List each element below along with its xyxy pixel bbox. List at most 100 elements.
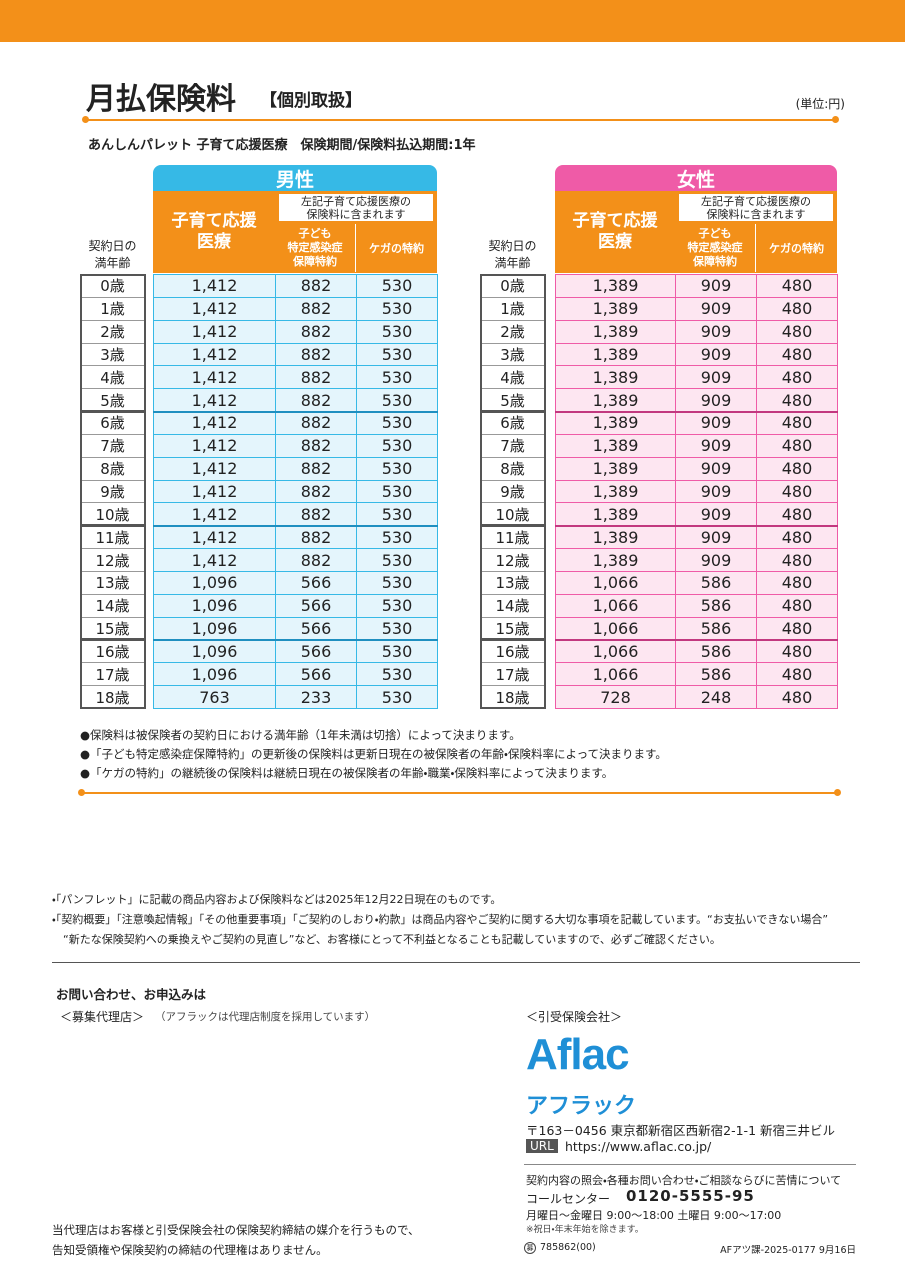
note: ●「子ども特定感染症保障特約」の更新後の保険料は更新日現在の被保険者の年齢・保険… [80,747,667,761]
premium-cell: 1,096 [153,616,276,641]
premium-cell: 1,389 [555,433,676,458]
url-label: URL [526,1139,558,1153]
age-cell: 14歳 [480,593,545,618]
premium-cell: 530 [356,365,438,390]
premium-cell: 909 [675,479,757,504]
header-line: 左記子育て応援医療の [301,194,411,208]
header-line: 子ども [698,227,732,240]
age-cell: 13歳 [80,570,145,595]
age-cell: 11歳 [80,525,145,550]
premium-cell: 909 [675,433,757,458]
group-line [153,639,438,642]
agency-label: ＜募集代理店＞ [60,1010,145,1024]
premium-cell: 1,389 [555,388,676,413]
header-line: 特定感染症 [287,241,343,254]
premium-cell: 909 [675,388,757,413]
premium-cell: 882 [275,319,357,344]
age-group [80,639,146,709]
age-cell: 2歳 [480,319,545,344]
premium-cell: 882 [275,456,357,481]
age-group [80,274,146,413]
premium-cell: 909 [675,411,757,435]
premium-cell: 530 [356,456,438,481]
premium-cell: 480 [756,502,838,527]
rule-dot [78,789,85,796]
premium-cell: 480 [756,433,838,458]
premium-cell: 480 [756,456,838,481]
divider [524,1164,856,1165]
top-band [0,0,905,42]
premium-cell: 1,389 [555,548,676,572]
premium-cell: 909 [675,296,757,321]
url[interactable]: https://www.aflac.co.jp/ [565,1139,712,1154]
rule-dot [832,116,839,123]
premium-cell: 530 [356,319,438,344]
premium-cell: 1,412 [153,525,276,550]
premium-cell: 480 [756,662,838,687]
col-group: 左記子育て応援医療の 保険料に含まれます [279,194,433,221]
logo-kana: アフラック [526,1094,637,1119]
age-group [480,411,546,527]
premium-cell: 530 [356,593,438,618]
premium-cell: 882 [275,296,357,321]
premium-cell: 882 [275,411,357,435]
premium-cell: 586 [675,616,757,641]
agency-disclaimer-line: 告知受領権や保険契約の締結の代理権はありません。 [52,1243,328,1257]
phone[interactable]: 0120-5555-95 [626,1187,755,1205]
col-sub: ケガの特約 [369,242,424,255]
premium-cell: 586 [675,593,757,618]
premium-cell: 586 [675,662,757,687]
age-cell: 16歳 [480,639,545,664]
age-cell: 10歳 [80,502,145,527]
premium-cell: 882 [275,548,357,572]
hours: 月曜日～金曜日 9:00～18:00 土曜日 9:00～17:00 [526,1209,782,1222]
agency-note: （アフラックは代理店制度を採用しています） [155,1011,376,1023]
age-group [80,525,146,641]
premium-cell: 530 [356,570,438,595]
header-line: 保障特約 [693,255,737,268]
premium-cell: 909 [675,502,757,527]
premium-cell: 480 [756,479,838,504]
premium-cell: 566 [275,570,357,595]
premium-cell: 882 [275,479,357,504]
premium-cell: 530 [356,411,438,435]
premium-cell: 480 [756,274,838,298]
col-sub: 子ども 特定感染症 保障特約 [675,224,756,272]
doc-id: AFアツ課-2025-0177 9月16日 [720,1245,856,1256]
agency-disclaimer: 当代理店はお客様と引受保険会社の保険契約締結の媒介を行うもので、 告知受領権や保… [52,1220,420,1260]
age-group [480,525,546,641]
premium-cell: 1,389 [555,342,676,367]
address: 〒163－0456 東京都新宿区西新宿2-1-1 新宿三井ビル [526,1123,835,1138]
disclaimer: “新たな保険契約への乗換えやご契約の見直し”など、お客様にとって不利益となること… [52,933,721,946]
code-mark: 募 [524,1242,536,1254]
premium-cell: 480 [756,616,838,641]
premium-cell: 1,412 [153,388,276,413]
premium-cell: 480 [756,411,838,435]
header-line: 保険料に含まれます [306,207,406,221]
premium-cell: 909 [675,456,757,481]
premium-cell: 1,412 [153,502,276,527]
header-line: 子育て応援 [572,211,658,231]
age-cell: 1歳 [480,296,545,321]
age-cell: 5歳 [480,388,545,413]
disclaimer: ・「契約概要」「注意喚起情報」「その他重要事項」「ご契約のしおり・約款」は商品内… [52,913,829,926]
group-line [153,525,438,528]
premium-cell: 480 [756,548,838,572]
premium-cell: 728 [555,685,676,709]
group-line [555,639,838,642]
premium-cell: 530 [356,479,438,504]
premium-cell: 480 [756,639,838,664]
premium-cell: 480 [756,593,838,618]
header-line: 特定感染症 [687,241,743,254]
group-line [153,411,438,414]
premium-cell: 1,389 [555,525,676,550]
rule [82,792,838,794]
premium-cell: 530 [356,274,438,298]
premium-cell: 1,389 [555,319,676,344]
code: 785862(00) [540,1242,596,1253]
header-line: 満年齢 [94,256,131,270]
premium-cell: 1,412 [153,365,276,390]
inquiry: 契約内容の照会・各種お問い合わせ・ご相談ならびに苦情について [526,1174,842,1187]
premium-cell: 882 [275,274,357,298]
premium-cell: 1,096 [153,639,276,664]
